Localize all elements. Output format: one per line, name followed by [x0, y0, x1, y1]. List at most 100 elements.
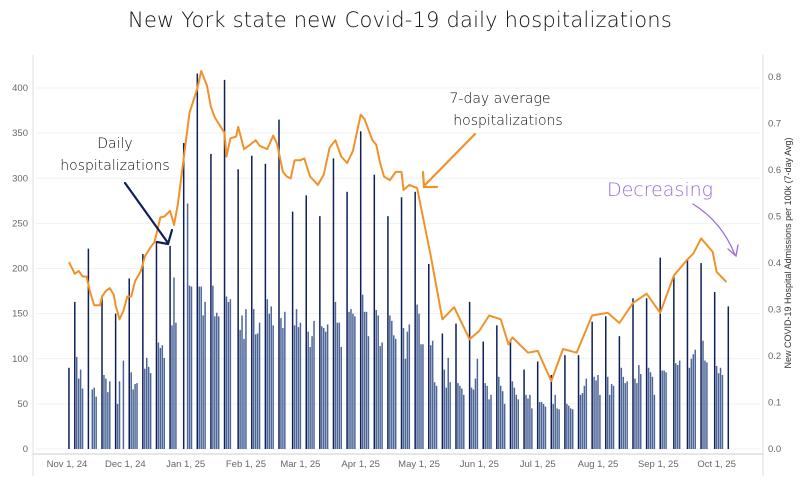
bar	[571, 409, 574, 449]
bar	[270, 306, 272, 449]
bar	[367, 336, 370, 449]
bar	[568, 405, 570, 449]
x-tick-label: Nov 1, 24	[47, 459, 88, 470]
bar	[717, 373, 720, 449]
bar	[202, 315, 204, 449]
bar	[134, 384, 136, 449]
bar	[620, 367, 623, 449]
arrow-average-icon	[421, 132, 477, 189]
bar	[653, 394, 656, 449]
y-left-tick-label: 250	[12, 218, 28, 229]
y-right-tick-label: 0.2	[768, 351, 781, 362]
bar	[583, 385, 586, 449]
bar	[216, 312, 218, 449]
bar	[381, 342, 383, 449]
bar	[352, 313, 354, 449]
bar	[173, 277, 175, 449]
arrow-daily-icon	[123, 181, 174, 246]
bar	[517, 399, 519, 449]
bar	[515, 394, 518, 449]
bar	[595, 380, 597, 449]
bar	[632, 298, 634, 449]
bar	[377, 315, 379, 449]
bar	[147, 366, 150, 449]
bar	[416, 304, 418, 449]
x-tick-label: Jul 1, 25	[520, 459, 556, 470]
bar	[145, 357, 148, 449]
bar	[280, 318, 282, 449]
bar	[188, 285, 191, 449]
bar	[482, 341, 484, 449]
bar	[443, 369, 446, 449]
bar	[128, 278, 130, 449]
annotation-average-line1: 7-day average	[450, 91, 551, 107]
bar	[496, 325, 498, 449]
bar	[715, 365, 718, 449]
bar	[299, 322, 302, 449]
bar	[564, 355, 566, 449]
bar	[503, 403, 506, 449]
bar	[585, 378, 588, 449]
bar	[690, 358, 693, 449]
y-right-tick-label: 0.4	[768, 258, 781, 269]
bar	[354, 316, 356, 449]
bar	[278, 119, 280, 450]
bar	[391, 320, 393, 449]
bar	[636, 383, 638, 449]
bar	[309, 347, 311, 449]
bar	[581, 393, 584, 449]
bar	[379, 346, 381, 449]
right-axis-label: New COVID-19 Hospital Admissions per 100…	[783, 138, 793, 369]
bar	[498, 376, 500, 449]
x-tick-label: Mar 1, 25	[280, 459, 320, 470]
bar	[373, 174, 376, 449]
annotation-daily-line1: Daily	[97, 136, 132, 152]
bar	[136, 383, 138, 449]
bar	[634, 378, 636, 449]
bar	[74, 301, 76, 449]
bar	[75, 356, 78, 449]
bar	[420, 344, 422, 449]
bar	[640, 374, 642, 449]
bar	[552, 403, 554, 449]
bar	[251, 155, 253, 449]
bar	[161, 345, 164, 449]
bar	[513, 387, 516, 449]
bar	[243, 338, 245, 449]
bar	[509, 340, 512, 449]
bar	[321, 326, 323, 449]
y-right-tick-label: 0.3	[768, 305, 781, 316]
bar	[538, 402, 541, 449]
y-left-tick-label: 100	[12, 354, 28, 365]
bar	[566, 403, 568, 449]
bar	[311, 336, 313, 449]
bar	[474, 378, 477, 449]
bar	[529, 394, 531, 449]
bar	[433, 382, 436, 449]
bar	[692, 354, 695, 449]
bar	[297, 327, 300, 449]
bar	[626, 381, 628, 449]
bar	[313, 320, 315, 449]
bar	[606, 376, 609, 449]
bar	[282, 328, 284, 449]
bar	[542, 403, 545, 449]
bar	[365, 311, 368, 449]
bar	[79, 369, 82, 449]
bar	[264, 163, 267, 449]
bar	[431, 340, 434, 449]
bar	[647, 367, 650, 449]
x-tick-label: Aug 1, 25	[578, 459, 619, 470]
bar	[461, 388, 463, 449]
bar	[486, 385, 488, 449]
bar	[268, 313, 271, 449]
bar	[645, 298, 648, 449]
y-left-tick-label: 200	[12, 264, 28, 275]
bar	[550, 374, 553, 449]
x-tick-label: Jan 1, 25	[166, 459, 205, 470]
y-right-tick-label: 0.1	[768, 398, 781, 409]
bar	[577, 355, 580, 449]
bar	[608, 394, 611, 449]
bar	[470, 387, 473, 449]
